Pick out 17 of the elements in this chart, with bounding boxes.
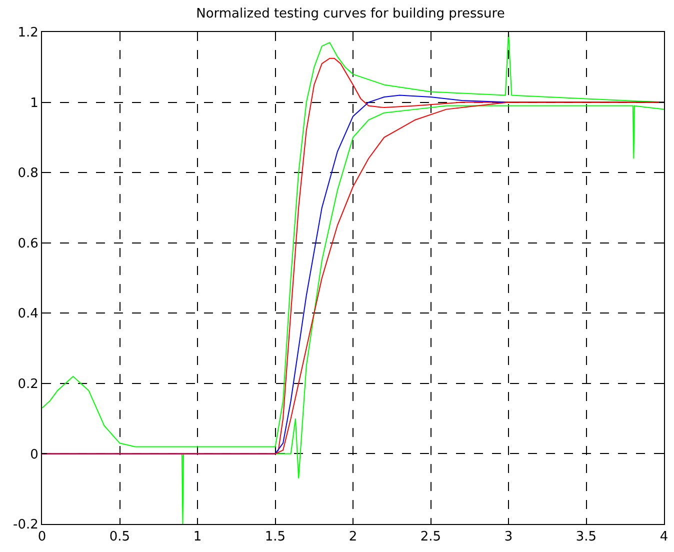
y-tick-label: 1.2 — [18, 26, 38, 41]
x-tick-label: 3.5 — [576, 530, 597, 545]
x-tick-label: 2.5 — [420, 530, 442, 545]
y-tick-label: 0 — [30, 447, 38, 462]
x-tick-label: 4 — [660, 530, 668, 545]
y-tick-label: 0.2 — [18, 376, 38, 392]
chart-title: Normalized testing curves for building pressure — [196, 6, 505, 22]
x-tick-label: 1 — [193, 530, 202, 545]
x-tick-label: 1.5 — [264, 530, 286, 545]
y-tick-label: 0.4 — [18, 306, 38, 322]
x-tick-label: 2 — [348, 530, 358, 545]
y-tick-label: -0.2 — [13, 518, 38, 533]
y-tick-label: 1 — [30, 96, 38, 111]
x-tick-label: 0.5 — [109, 530, 130, 545]
y-tick-label: 0.8 — [18, 166, 38, 182]
y-tick-label: 0.6 — [18, 236, 38, 252]
x-tick-label: 3 — [504, 530, 513, 545]
